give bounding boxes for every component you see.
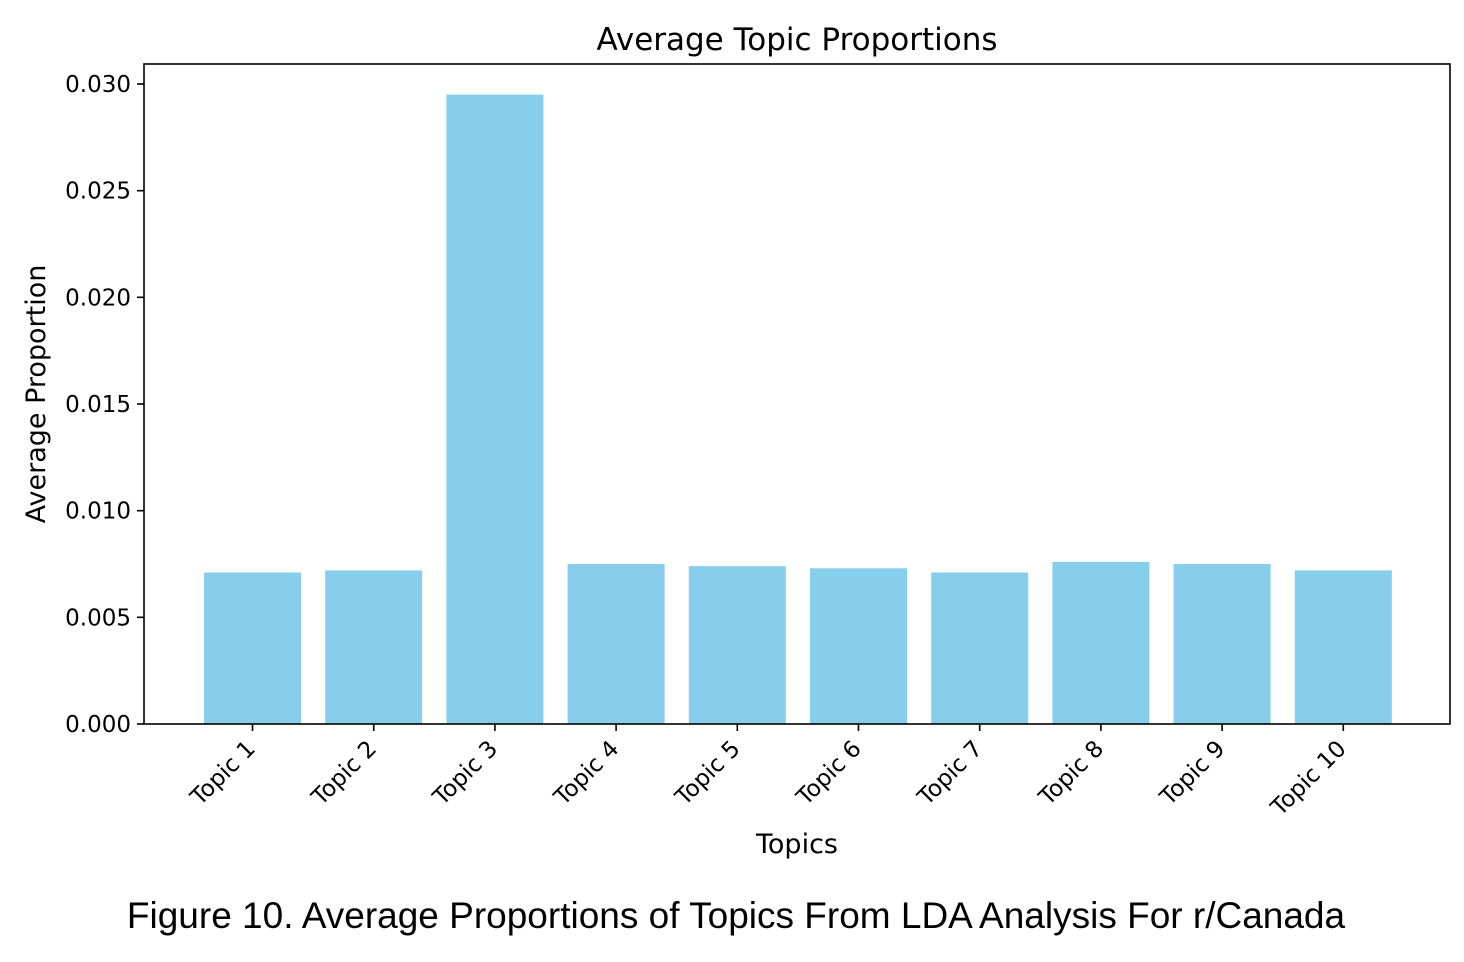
- plot-frame: [143, 63, 1451, 725]
- x-tick-label: Topic 8: [1034, 736, 1110, 812]
- y-tick-label: 0.025: [65, 179, 131, 205]
- y-tick-label: 0.000: [65, 712, 131, 738]
- chart-title: Average Topic Proportions: [596, 22, 997, 58]
- y-tick-label: 0.010: [65, 499, 131, 525]
- x-tick-label: Topic 5: [670, 736, 746, 812]
- x-axis-label: Topics: [755, 829, 838, 860]
- bar-topic-7: [931, 572, 1029, 724]
- x-tick-label: Topic 7: [912, 736, 988, 812]
- x-tick-label: Topic 10: [1266, 736, 1352, 822]
- x-tick-label: Topic 2: [306, 736, 382, 812]
- y-tick-label: 0.020: [65, 285, 131, 311]
- bar-topic-9: [1173, 564, 1271, 724]
- x-tick-label: Topic 3: [428, 736, 504, 812]
- x-tick-label: Topic 9: [1155, 736, 1231, 812]
- y-tick-label: 0.005: [65, 605, 131, 631]
- figure-caption: Figure 10. Average Proportions of Topics…: [126, 895, 1346, 936]
- bar-topic-2: [325, 570, 423, 724]
- y-tick-label: 0.030: [65, 72, 131, 98]
- x-tick-label: Topic 1: [185, 736, 261, 812]
- bar-topic-3: [446, 94, 544, 724]
- x-tick-label: Topic 6: [791, 736, 867, 812]
- bar-topic-1: [204, 572, 301, 724]
- bar-topic-5: [688, 566, 786, 724]
- bar-chart: Average Topic Proportions 0.000 0.005 0.01…: [21, 22, 1451, 860]
- bar-topic-10: [1294, 570, 1392, 724]
- bar-topic-6: [810, 568, 907, 724]
- bar-topic-4: [567, 564, 665, 724]
- y-axis-label: Average Proportion: [21, 265, 52, 524]
- x-tick-label: Topic 4: [549, 736, 625, 812]
- bar-topic-8: [1052, 561, 1150, 724]
- y-tick-label: 0.015: [65, 392, 131, 418]
